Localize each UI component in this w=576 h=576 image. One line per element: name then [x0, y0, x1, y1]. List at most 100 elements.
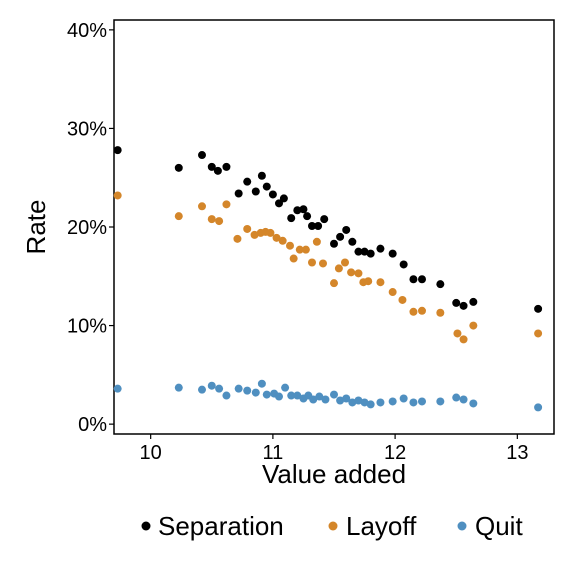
layoff-point	[376, 278, 385, 287]
x-axis: 10 11 12 13	[140, 434, 528, 464]
quit-point	[207, 381, 216, 390]
separation-point	[234, 189, 243, 198]
quit-point	[243, 386, 252, 395]
quit-point	[251, 388, 260, 397]
separation-point	[314, 222, 323, 231]
quit-point	[459, 395, 468, 404]
layoff-point	[174, 212, 183, 221]
y-tick-label: 20%	[67, 217, 107, 239]
layoff-point	[319, 259, 327, 268]
legend-layoff-label: Layoff	[346, 511, 417, 541]
quit-point	[262, 390, 271, 399]
separation-point	[207, 162, 216, 171]
quit-point	[309, 395, 318, 404]
layoff-point	[286, 241, 294, 250]
separation-point	[360, 247, 369, 256]
separation-point	[409, 275, 418, 284]
separation-point	[251, 187, 260, 196]
layoff-point	[250, 230, 259, 239]
plot-frame	[113, 19, 555, 435]
quit-point	[354, 396, 363, 405]
y-tick-label: 30%	[67, 118, 107, 140]
layoff-point	[301, 245, 310, 254]
separation-point	[257, 171, 266, 180]
separation-point	[436, 280, 445, 289]
quit-point	[436, 397, 445, 406]
separation-point	[113, 146, 122, 155]
quit-point	[409, 398, 418, 407]
legend-quit-label: Quit	[475, 511, 523, 541]
quit-point	[234, 384, 243, 393]
quit-point	[418, 397, 426, 406]
y-tick-label: 40%	[67, 20, 107, 42]
y-axis: 0% 10% 20% 30% 40%	[67, 20, 114, 436]
quit-point	[366, 400, 375, 409]
separation-point	[174, 163, 183, 172]
layoff-point	[334, 264, 343, 273]
x-tick-label: 10	[140, 442, 162, 464]
layoff-point	[398, 295, 407, 304]
separation-point	[534, 304, 543, 313]
separation-point	[399, 260, 408, 269]
quit-point	[452, 393, 461, 402]
separation-point	[222, 162, 231, 171]
separation-point	[275, 199, 283, 208]
layoff-point	[409, 307, 418, 316]
quit-point	[348, 398, 357, 407]
layoff-point	[243, 224, 252, 233]
quit-point	[321, 395, 330, 404]
layoff-point	[418, 306, 426, 315]
separation-point	[348, 237, 357, 246]
separation-point	[213, 166, 222, 175]
separation-point	[279, 194, 288, 203]
quit-point	[293, 391, 302, 400]
quit-point	[198, 385, 206, 394]
layoff-point	[295, 245, 304, 254]
separation-point	[262, 182, 271, 191]
layoff-point	[341, 258, 349, 267]
x-axis-title: Value added	[262, 459, 406, 489]
separation-point	[320, 215, 329, 224]
quit-point	[257, 379, 266, 388]
separation-point	[459, 301, 468, 310]
data-points	[113, 146, 543, 412]
legend-layoff-marker	[328, 521, 338, 531]
layoff-point	[388, 288, 397, 297]
layoff-point	[459, 335, 468, 344]
separation-point	[418, 275, 426, 284]
separation-point	[268, 190, 277, 199]
quit-point	[534, 403, 543, 412]
separation-point	[342, 225, 351, 234]
quit-point	[287, 391, 296, 400]
separation-point	[469, 297, 478, 306]
quit-point	[330, 390, 338, 399]
separation-point	[303, 212, 312, 221]
layoff-point	[534, 329, 543, 338]
legend-separation-marker	[141, 521, 151, 531]
layoff-point	[330, 279, 338, 288]
x-tick-label: 13	[506, 442, 528, 464]
layoff-point	[222, 200, 231, 209]
layoff-point	[289, 254, 298, 263]
quit-point	[360, 398, 369, 407]
separation-point	[299, 205, 308, 214]
separation-point	[287, 214, 296, 223]
quit-point	[315, 392, 324, 401]
legend: Separation Layoff Quit	[141, 511, 523, 541]
quit-point	[222, 391, 231, 400]
layoff-point	[312, 237, 321, 246]
quit-point	[113, 384, 122, 393]
separation-point	[452, 298, 461, 307]
quit-point	[469, 399, 478, 408]
x-tick-label: 11	[263, 442, 284, 464]
layoff-point	[207, 215, 216, 224]
separation-point	[376, 244, 385, 253]
layoff-point	[278, 236, 287, 245]
quit-point	[275, 392, 283, 401]
y-axis-title: Rate	[21, 200, 51, 255]
y-tick-label: 10%	[67, 316, 107, 338]
separation-point	[336, 232, 345, 241]
layoff-point	[354, 269, 363, 278]
quit-point	[342, 394, 351, 403]
